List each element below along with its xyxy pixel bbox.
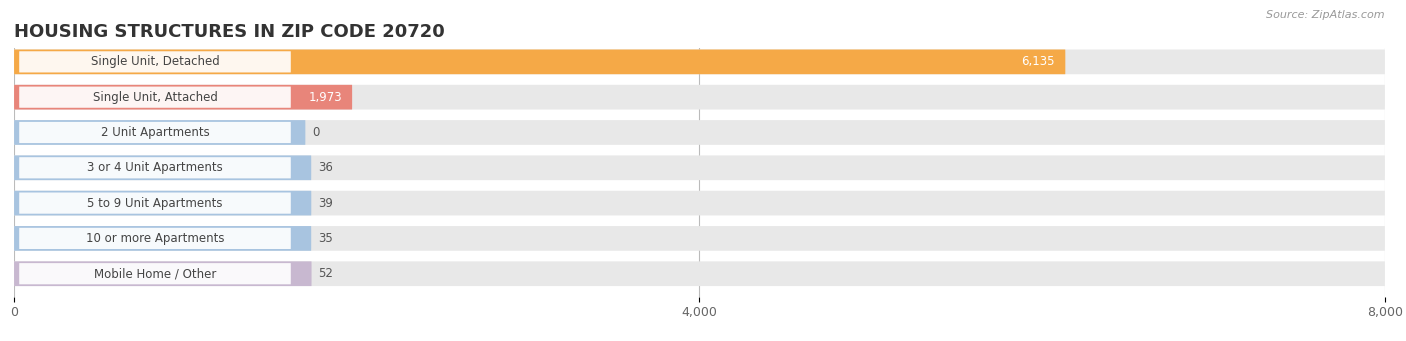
FancyBboxPatch shape — [14, 120, 1385, 145]
FancyBboxPatch shape — [14, 226, 311, 251]
Text: 52: 52 — [318, 267, 333, 280]
FancyBboxPatch shape — [14, 49, 1066, 74]
Text: Single Unit, Detached: Single Unit, Detached — [90, 55, 219, 68]
Text: Single Unit, Attached: Single Unit, Attached — [93, 91, 218, 104]
FancyBboxPatch shape — [14, 49, 1385, 74]
Text: 1,973: 1,973 — [308, 91, 342, 104]
FancyBboxPatch shape — [14, 85, 352, 109]
FancyBboxPatch shape — [20, 228, 291, 249]
FancyBboxPatch shape — [20, 51, 291, 72]
Text: 36: 36 — [318, 161, 333, 174]
Text: 10 or more Apartments: 10 or more Apartments — [86, 232, 224, 245]
FancyBboxPatch shape — [20, 122, 291, 143]
FancyBboxPatch shape — [14, 155, 1385, 180]
FancyBboxPatch shape — [20, 263, 291, 284]
FancyBboxPatch shape — [20, 157, 291, 178]
FancyBboxPatch shape — [14, 191, 1385, 216]
Text: Source: ZipAtlas.com: Source: ZipAtlas.com — [1267, 10, 1385, 20]
Text: 39: 39 — [318, 197, 333, 210]
FancyBboxPatch shape — [14, 261, 312, 286]
FancyBboxPatch shape — [20, 193, 291, 214]
Text: HOUSING STRUCTURES IN ZIP CODE 20720: HOUSING STRUCTURES IN ZIP CODE 20720 — [14, 23, 444, 41]
FancyBboxPatch shape — [14, 226, 1385, 251]
Text: 5 to 9 Unit Apartments: 5 to 9 Unit Apartments — [87, 197, 222, 210]
Text: 6,135: 6,135 — [1022, 55, 1054, 68]
FancyBboxPatch shape — [14, 85, 1385, 109]
FancyBboxPatch shape — [14, 191, 311, 216]
Text: 35: 35 — [318, 232, 333, 245]
Text: Mobile Home / Other: Mobile Home / Other — [94, 267, 217, 280]
Text: 0: 0 — [312, 126, 319, 139]
Text: 3 or 4 Unit Apartments: 3 or 4 Unit Apartments — [87, 161, 224, 174]
FancyBboxPatch shape — [14, 261, 1385, 286]
FancyBboxPatch shape — [14, 155, 311, 180]
FancyBboxPatch shape — [20, 87, 291, 108]
FancyBboxPatch shape — [14, 120, 305, 145]
Text: 2 Unit Apartments: 2 Unit Apartments — [101, 126, 209, 139]
